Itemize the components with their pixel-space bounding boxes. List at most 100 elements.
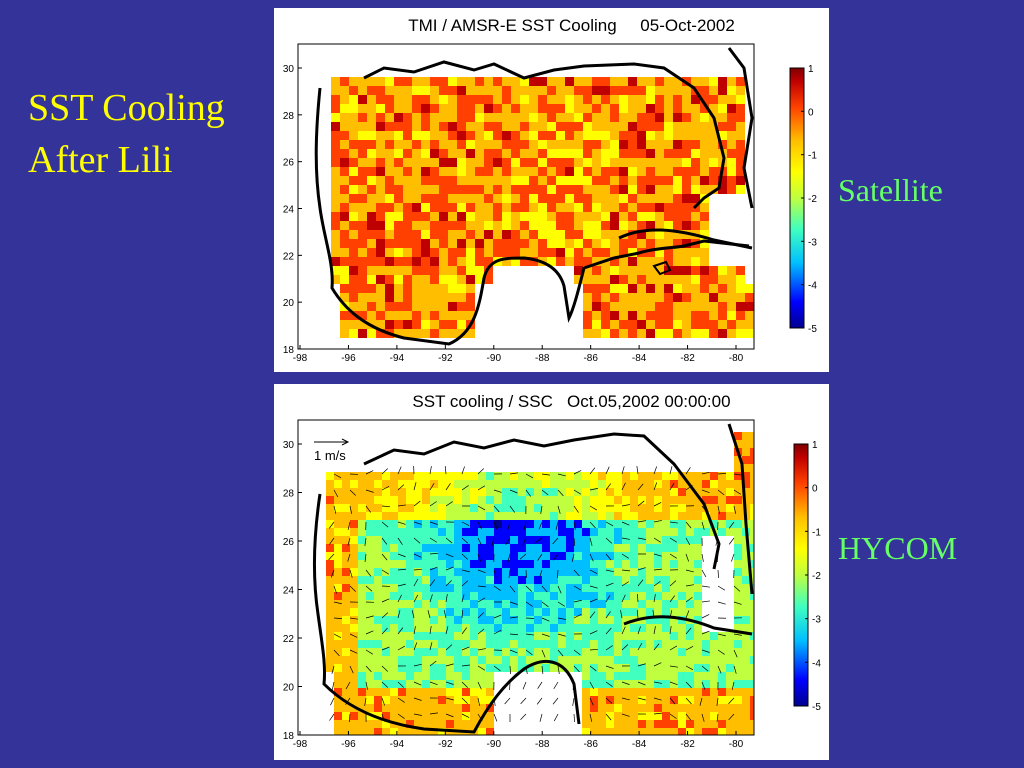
sst-cell [718,140,727,149]
sst-cell [446,576,454,584]
sst-cell [550,592,558,600]
sst-cell [638,512,646,520]
sst-cell [529,113,538,122]
x-tick-label: -94 [390,353,405,364]
sst-cell [734,632,742,640]
sst-cell [606,584,614,592]
sst-cell [448,293,457,302]
sst-cell [590,496,598,504]
sst-cell [376,176,385,185]
sst-cell [727,140,736,149]
current-vector [429,660,437,667]
sst-cell [520,239,529,248]
sst-cell [566,640,574,648]
sst-cell [574,185,583,194]
sst-cell [510,576,518,584]
sst-cell [556,248,565,257]
sst-cell [349,239,358,248]
sst-cell [682,212,691,221]
sst-cell [622,544,630,552]
sst-cell [454,704,462,712]
sst-cell [565,122,574,131]
sst-cell [478,520,486,528]
sst-cell [598,520,606,528]
sst-cell [726,480,734,488]
sst-cell [376,95,385,104]
sst-cell [622,616,630,624]
sst-cell [412,239,421,248]
sst-cell [700,86,709,95]
sst-cell [726,664,734,672]
sst-cell [406,480,414,488]
current-vector [728,537,735,545]
current-vector [669,713,677,719]
sst-cell [590,624,598,632]
sst-cell [529,104,538,113]
hycom-map-panel: SST cooling / SSC Oct.05,2002 00:00:00 1… [274,384,829,760]
sst-cell [511,113,520,122]
sst-cell [718,720,726,728]
current-vector [333,617,343,619]
sst-cell [598,512,606,520]
sst-cell [454,632,462,640]
sst-cell [511,131,520,140]
sst-cell [358,257,367,266]
sst-cell [493,113,502,122]
sst-cell [630,664,638,672]
sst-cell [670,624,678,632]
sst-cell [710,640,718,648]
sst-cell [538,203,547,212]
sst-cell [367,149,376,158]
sst-cell [422,680,430,688]
sst-cell [606,568,614,576]
sst-cell [610,221,619,230]
sst-cell [406,632,414,640]
sst-cell [334,624,342,632]
sst-cell [601,230,610,239]
current-vector [669,595,676,603]
current-vector [525,649,533,656]
sst-cell [664,140,673,149]
sst-cell [655,185,664,194]
sst-cell [678,656,686,664]
sst-cell [736,293,745,302]
sst-cell [438,720,446,728]
sst-cell [358,140,367,149]
sst-cell [502,656,510,664]
sst-cell [342,720,350,728]
sst-cell [394,212,403,221]
sst-cell [520,104,529,113]
sst-cell [673,239,682,248]
sst-cell [638,544,646,552]
sst-cell [502,504,510,512]
sst-cell [385,149,394,158]
sst-cell [331,167,340,176]
sst-cell [484,239,493,248]
sst-cell [430,176,439,185]
sst-cell [614,544,622,552]
sst-cell [518,600,526,608]
sst-cell [598,568,606,576]
sst-cell [542,584,550,592]
sst-cell [734,432,742,440]
sst-cell [403,302,412,311]
sst-cell [334,608,342,616]
sst-cell [583,95,592,104]
current-vector [621,713,630,717]
sst-cell [750,664,754,672]
sst-cell [358,77,367,86]
current-vector [589,537,593,546]
sst-cell [326,480,334,488]
sst-cell [334,704,342,712]
sst-cell [610,158,619,167]
current-vector [717,601,726,605]
sst-cell [637,302,646,311]
sst-cell [342,488,350,496]
sst-cell [374,704,382,712]
sst-cell [366,520,374,528]
sst-cell [709,104,718,113]
sst-cell [610,203,619,212]
sst-cell [598,480,606,488]
sst-cell [422,624,430,632]
sst-cell [526,528,534,536]
